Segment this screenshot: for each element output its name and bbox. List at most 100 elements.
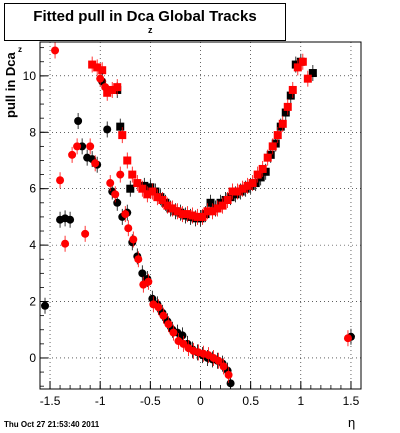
data-point-circle [224, 370, 233, 379]
data-point-square [278, 119, 287, 128]
data-point-circle [121, 210, 130, 219]
data-point-square [168, 204, 177, 213]
data-point-square [126, 184, 135, 193]
x-tick-label: 1.5 [343, 394, 360, 408]
data-point-square [88, 60, 97, 69]
data-point-square [243, 181, 252, 190]
data-point-circle [91, 159, 100, 168]
y-axis-label: pull in Dca [3, 52, 18, 118]
data-point-circle [159, 311, 168, 320]
data-point-square [158, 195, 167, 204]
data-point-circle [41, 301, 50, 310]
data-point-circle [129, 235, 138, 244]
data-point-square [138, 184, 147, 193]
data-point-circle [66, 215, 75, 224]
data-point-square [286, 91, 295, 100]
data-point-square [258, 164, 267, 173]
data-point-circle [226, 379, 235, 388]
data-point-square [281, 108, 290, 117]
data-point-circle [219, 362, 228, 371]
data-point-square [108, 85, 117, 94]
data-point-square [123, 156, 132, 165]
data-point-square [213, 204, 222, 213]
data-point-circle [86, 142, 95, 151]
data-point-square [248, 179, 257, 188]
data-point-square [238, 184, 247, 193]
data-point-square [178, 210, 187, 219]
data-point-square [188, 211, 197, 220]
data-point-circle [144, 277, 153, 286]
data-point-circle [343, 334, 352, 343]
data-point-square [113, 83, 122, 92]
data-point-square [153, 193, 162, 202]
data-point-circle [178, 331, 187, 340]
data-point-circle [116, 170, 125, 179]
x-tick-label: -1 [95, 394, 106, 408]
y-tick-label: 4 [29, 238, 36, 252]
chart-title-subscript: z [148, 25, 153, 35]
chart-title: Fitted pull in Dca Global Tracks [33, 8, 257, 25]
data-point-circle [56, 176, 65, 185]
data-point-square [308, 69, 317, 78]
data-point-square [293, 63, 302, 72]
x-tick-label: 1 [297, 394, 304, 408]
y-tick-label: 2 [29, 295, 36, 309]
data-point-circle [111, 190, 120, 199]
y-tick-label: 10 [23, 69, 37, 83]
data-point-square [206, 198, 215, 207]
x-axis-label: η [348, 415, 356, 430]
y-axis-label-text: pull in Dca [3, 52, 18, 118]
data-point-square [273, 131, 282, 140]
data-point-circle [214, 356, 223, 365]
data-point-square [218, 201, 227, 210]
data-point-circle [106, 179, 115, 188]
data-point-square [128, 170, 137, 179]
data-point-circle [124, 224, 133, 233]
x-tick-label: -1.5 [40, 394, 61, 408]
data-point-circle [74, 116, 83, 125]
data-point-square [223, 195, 232, 204]
data-point-square [183, 210, 192, 219]
data-point-circle [73, 142, 82, 151]
data-point-square [253, 170, 262, 179]
data-point-square [148, 187, 157, 196]
x-tick-label: 0.5 [242, 394, 259, 408]
data-point-square [163, 201, 172, 210]
data-point-square [283, 102, 292, 111]
data-point-square [133, 179, 142, 188]
data-point-square [93, 63, 102, 72]
data-point-square [288, 85, 297, 94]
data-point-square [228, 187, 237, 196]
data-point-circle [96, 74, 105, 83]
data-point-circle [138, 269, 147, 278]
title-box: Fitted pull in Dca Global Tracks z [4, 3, 286, 41]
data-point-square [173, 207, 182, 216]
data-point-circle [134, 255, 143, 264]
data-point-circle [164, 320, 173, 329]
data-point-square [298, 57, 307, 66]
x-tick-label: -0.5 [140, 394, 161, 408]
data-point-circle [61, 239, 70, 248]
data-point-square [263, 153, 272, 162]
data-point-square [98, 66, 107, 75]
data-point-square [103, 88, 112, 97]
data-point-circle [169, 328, 178, 337]
data-point-square [203, 207, 212, 216]
y-axis-label-subscript: z [18, 45, 22, 54]
y-tick-label: 8 [29, 125, 36, 139]
data-point-circle [101, 83, 110, 92]
x-tick-label: 0 [197, 394, 204, 408]
data-point-circle [154, 303, 163, 312]
data-point-square [118, 131, 127, 140]
data-point-square [303, 74, 312, 83]
data-point-circle [113, 198, 122, 207]
y-tick-label: 6 [29, 182, 36, 196]
data-point-circle [68, 150, 77, 159]
data-point-square [198, 212, 207, 221]
data-point-circle [81, 229, 90, 238]
data-point-circle [103, 125, 112, 134]
data-point-circle [51, 46, 60, 55]
y-tick-label: 0 [29, 351, 36, 365]
data-point-square [233, 187, 242, 196]
